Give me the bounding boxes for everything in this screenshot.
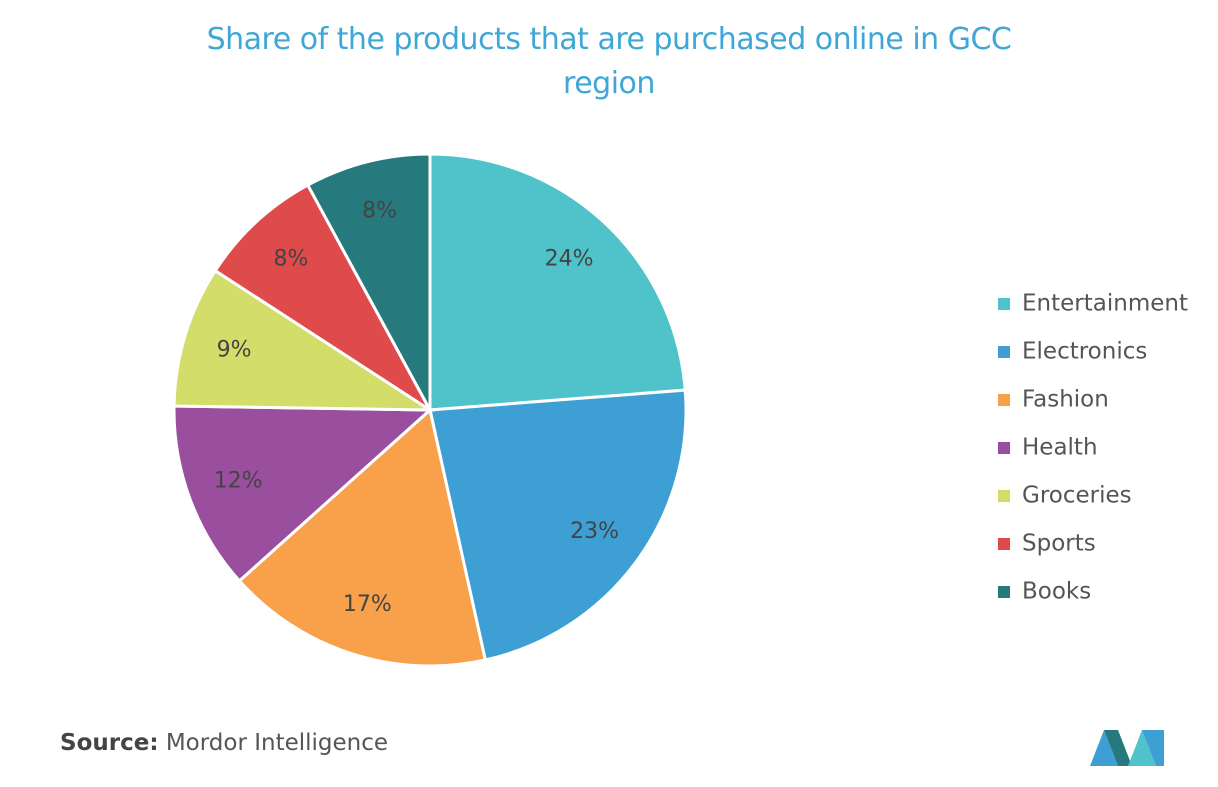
pie-slice [172, 268, 436, 412]
legend-label: Books [1022, 579, 1091, 605]
data-label: 8% [273, 247, 308, 272]
data-label: 17% [343, 592, 392, 617]
pie-slice [213, 183, 432, 412]
data-label: 24% [545, 247, 594, 272]
legend-swatch [998, 490, 1010, 502]
source-text: Mordor Intelligence [165, 730, 389, 756]
legend-swatch [998, 538, 1010, 550]
legend-swatch [998, 586, 1010, 598]
legend-swatch [998, 442, 1010, 454]
pie-slice [172, 404, 434, 584]
chart-title: Share of the products that are purchased… [206, 22, 1012, 101]
legend-swatch [998, 346, 1010, 358]
legend-swatch [998, 298, 1010, 310]
pie-slice [428, 152, 687, 412]
pie-slice [428, 388, 688, 662]
source-label: Source: [60, 730, 159, 756]
legend-swatch [998, 394, 1010, 406]
legend-label: Groceries [1022, 483, 1132, 509]
legend-label: Fashion [1022, 387, 1109, 413]
legend-label: Sports [1022, 531, 1096, 557]
source: Source: Mordor Intelligence [60, 730, 388, 756]
pie-slice [305, 152, 432, 411]
pie-slice [237, 407, 488, 668]
logo [1090, 730, 1164, 766]
data-label: 8% [362, 199, 397, 224]
legend-label: Health [1022, 435, 1098, 461]
data-label: 12% [214, 469, 263, 494]
legend-label: Electronics [1022, 339, 1147, 365]
data-label: 23% [570, 519, 619, 544]
legend-label: Entertainment [1022, 291, 1188, 317]
data-label: 9% [217, 337, 252, 362]
